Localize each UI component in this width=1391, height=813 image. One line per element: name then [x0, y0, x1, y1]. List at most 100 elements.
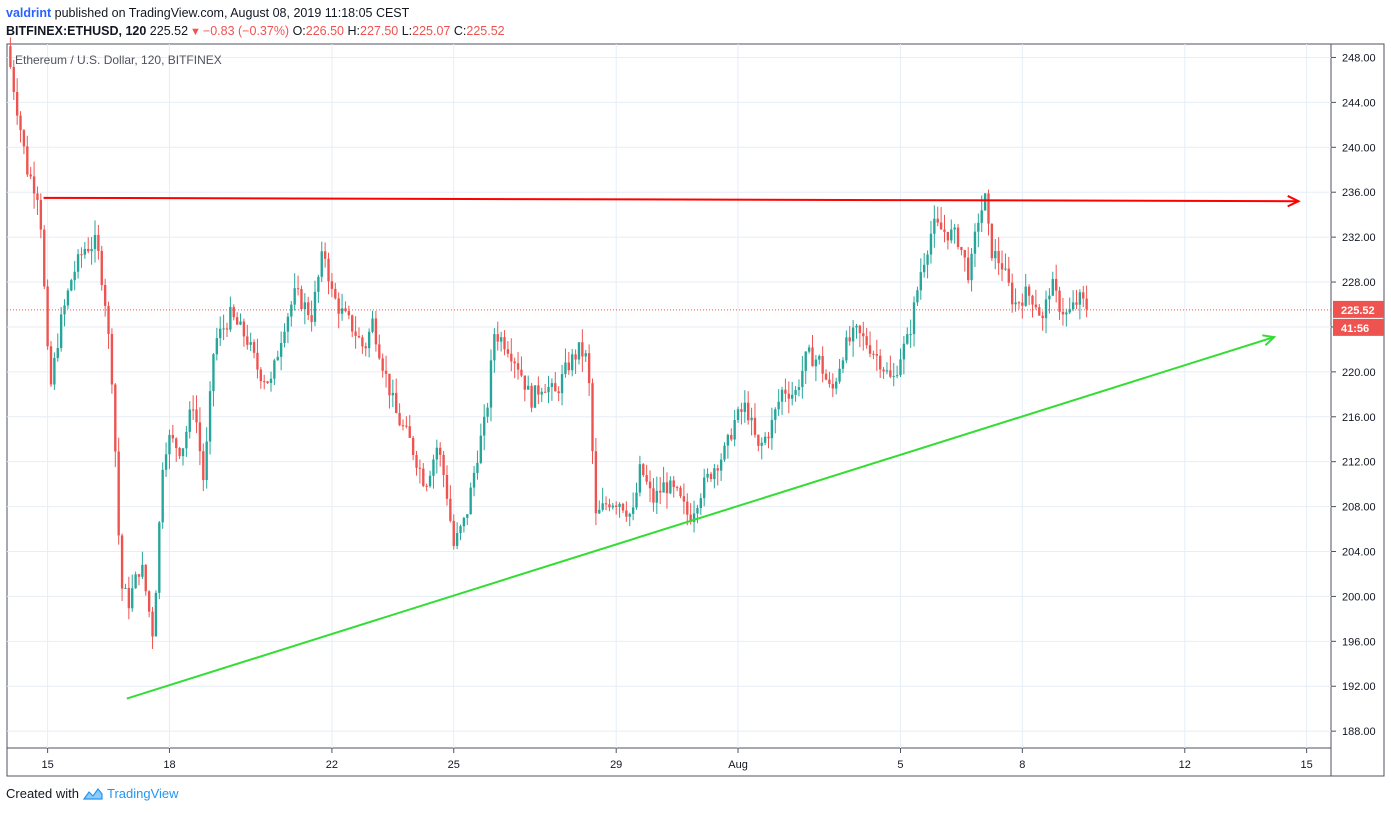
candle-body — [1038, 307, 1041, 316]
plot-border — [6, 43, 1332, 749]
candle-body — [249, 342, 252, 345]
candle-body — [384, 370, 388, 374]
candle-body — [689, 514, 692, 522]
candle-body — [577, 342, 581, 360]
candle-body — [875, 353, 878, 356]
candle-body — [66, 290, 70, 306]
candle-body — [743, 402, 746, 412]
candle-body — [1048, 295, 1051, 300]
resistance-line[interactable] — [43, 196, 1299, 203]
candle-body — [1014, 302, 1017, 305]
candle-body — [939, 222, 943, 230]
candle-body — [1054, 279, 1058, 291]
candle-body — [828, 379, 831, 384]
candle-body — [364, 346, 367, 349]
candle-body — [452, 520, 455, 546]
candle-body — [933, 218, 936, 234]
candle-body — [354, 331, 357, 336]
candle-body — [439, 447, 442, 455]
symbol-ohlc-row: BITFINEX:ETHUSD, 120 225.52 ▼ −0.83 (−0.37… — [6, 22, 505, 41]
candle-body — [516, 363, 520, 370]
candle-body — [990, 223, 994, 259]
candle-body — [885, 370, 889, 372]
candle-body — [455, 533, 459, 546]
candle-body — [811, 347, 814, 367]
y-tick-label: 232.00 — [1342, 232, 1376, 244]
candlestick-series — [9, 37, 1088, 649]
y-tick-label: 244.00 — [1342, 97, 1376, 109]
candle-body — [171, 434, 175, 439]
y-tick-label: 220.00 — [1342, 367, 1376, 379]
candle-body — [290, 304, 293, 317]
candle-body — [489, 360, 493, 408]
candle-body — [1085, 298, 1088, 310]
candle-body — [713, 468, 716, 480]
candle-body — [557, 391, 560, 394]
candle-body — [615, 505, 618, 507]
candle-body — [747, 402, 750, 421]
chart-axes[interactable]: 248.00244.00240.00236.00232.00228.00224.… — [7, 52, 1384, 771]
candle-body — [1021, 302, 1024, 306]
author-link[interactable]: valdrint — [6, 6, 52, 20]
candle-body — [374, 318, 378, 345]
candle-body — [499, 337, 503, 342]
candle-body — [604, 503, 608, 505]
candle-body — [266, 381, 269, 384]
publish-header: valdrint published on TradingView.com, A… — [6, 4, 505, 41]
candle-body — [127, 587, 131, 609]
candle-body — [344, 308, 347, 312]
candle-body — [212, 354, 215, 392]
candle-body — [889, 370, 892, 377]
candle-body — [191, 409, 195, 411]
candle-body — [1010, 282, 1014, 305]
candle-body — [943, 229, 946, 232]
candle-body — [584, 353, 587, 357]
price-change: −0.83 (−0.37%) — [202, 24, 290, 38]
candle-body — [906, 334, 909, 344]
candle-body — [134, 574, 137, 589]
high-value: 227.50 — [360, 24, 399, 38]
candle-body — [449, 498, 452, 521]
candle-body — [696, 508, 699, 514]
close-value: 225.52 — [466, 24, 505, 38]
candle-body — [851, 327, 855, 342]
candle-body — [730, 434, 733, 440]
candle-body — [872, 353, 875, 355]
trendlines[interactable] — [43, 195, 1301, 700]
candle-body — [648, 481, 652, 489]
candle-body — [923, 264, 926, 273]
candle-body — [973, 231, 977, 254]
candle-body — [848, 337, 851, 342]
candle-body — [621, 503, 625, 511]
y-tick-label: 188.00 — [1342, 726, 1376, 738]
candle-body — [56, 347, 59, 358]
candle-body — [36, 193, 39, 200]
candle-body — [388, 373, 391, 396]
candle-body — [371, 318, 374, 332]
candle-body — [1004, 268, 1007, 270]
candle-body — [49, 346, 53, 385]
countdown-badge — [1333, 318, 1384, 336]
candle-body — [774, 409, 777, 420]
chart-grid — [6, 43, 1385, 777]
candle-body — [831, 383, 834, 389]
support-line[interactable] — [126, 336, 1275, 700]
candle-body — [865, 336, 868, 346]
candle-body — [740, 409, 743, 412]
candle-body — [879, 355, 882, 370]
candle-body — [131, 588, 134, 609]
candle-body — [591, 383, 594, 452]
tradingview-brand-link[interactable]: TradingView — [106, 786, 179, 801]
time-axis-border — [6, 747, 1332, 777]
candle-body — [665, 482, 669, 494]
candle-body — [422, 468, 425, 486]
candle-body — [652, 488, 655, 503]
candle-body — [821, 356, 824, 374]
candle-body — [1058, 290, 1061, 312]
candle-body — [313, 291, 317, 322]
candle-body — [300, 288, 303, 310]
y-tick-label: 248.00 — [1342, 52, 1376, 64]
close-label: C: — [453, 24, 467, 38]
candle-body — [1027, 286, 1031, 296]
